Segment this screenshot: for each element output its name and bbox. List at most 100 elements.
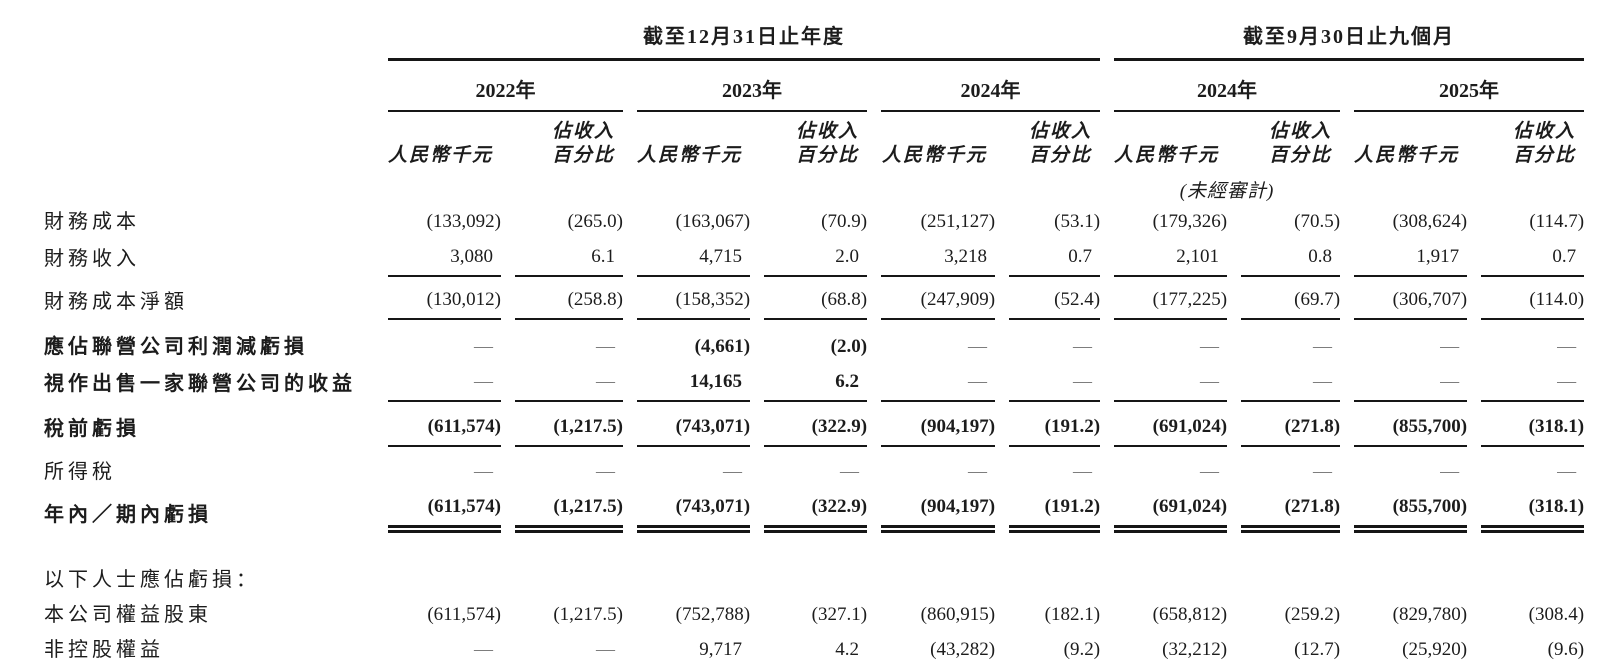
year-header-2024-9m: 2024年 [1114, 61, 1341, 112]
amount-cell: (4,661) [694, 336, 751, 357]
pct-cell: (53.1) [1054, 211, 1101, 232]
period-group-row: 截至12月31日止年度 截至9月30日止九個月 [44, 6, 1585, 61]
row-label: 視作出售一家聯營公司的收益 [44, 373, 356, 395]
header-spacer [44, 112, 374, 172]
pct-cell: (271.8) [1241, 410, 1341, 447]
amount-cell: 14,165 [637, 365, 751, 402]
amount-cell: (904,197) [881, 410, 996, 447]
row-label: 本公司權益股東 [44, 604, 212, 626]
amount-cell: (163,067) [675, 211, 751, 232]
pct-cell: (271.8) [1241, 490, 1341, 533]
col-header-pct: 佔收入 百分比 [796, 121, 860, 166]
amount-cell: — [968, 461, 988, 482]
table-row: 所得稅 — — — — — — — — — — [44, 455, 1584, 490]
amount-cell: (133,092) [426, 211, 502, 232]
row-label: 稅前虧損 [44, 418, 140, 440]
pct-cell: (308.4) [1528, 604, 1585, 625]
pct-cell: 2.0 [764, 240, 868, 277]
header-spacer [44, 6, 374, 61]
row-label: 所得稅 [44, 461, 116, 483]
table-row: 財務成本淨額 (130,012) (258.8) (158,352) (68.8) (24… [44, 283, 1585, 320]
col-header-amount: 人民幣千元 [388, 145, 494, 166]
pct-cell: — [1557, 336, 1577, 357]
period-group-title-fy: 截至12月31日止年度 [388, 6, 1101, 61]
pct-cell: — [1073, 336, 1093, 357]
pct-cell: — [596, 461, 616, 482]
header-spacer [44, 172, 1100, 205]
row-label: 以下人士應佔虧損： [44, 569, 260, 591]
spacer-row [44, 533, 1584, 563]
amount-cell: — [474, 461, 494, 482]
pct-cell: (9.6) [1547, 639, 1585, 660]
pct-cell: 0.8 [1241, 240, 1341, 277]
row-label: 年內／期內虧損 [44, 504, 212, 526]
table-row: 財務成本 (133,092) (265.0) (163,067) (70.9) (251,… [44, 205, 1584, 240]
amount-cell: — [388, 365, 502, 402]
amount-cell: (904,197) [881, 490, 996, 533]
header-spacer [44, 61, 374, 112]
pct-cell: — [1009, 365, 1101, 402]
amount-cell: — [881, 365, 996, 402]
pct-cell: — [840, 461, 860, 482]
row-label: 財務成本 [44, 211, 140, 233]
col-header-pct: 佔收入 百分比 [1029, 121, 1093, 166]
pct-cell: (12.7) [1294, 639, 1341, 660]
pct-cell: (258.8) [515, 283, 624, 320]
amount-cell: (32,212) [1162, 639, 1228, 660]
spacer-row [44, 402, 1584, 410]
pct-cell: (70.5) [1294, 211, 1341, 232]
pct-cell: (318.1) [1481, 490, 1585, 533]
amount-cell: (691,024) [1114, 410, 1228, 447]
financial-summary-table: 截至12月31日止年度 截至9月30日止九個月 2022年 2023年 2024… [30, 6, 1598, 668]
pct-cell: (68.8) [764, 283, 868, 320]
table-row: 本公司權益股東 (611,574) (1,217.5) (752,788) (327.1… [44, 598, 1584, 633]
spacer-row [44, 447, 1584, 455]
amount-cell: (177,225) [1114, 283, 1228, 320]
row-label: 非控股權益 [44, 639, 164, 661]
amount-cell: (25,920) [1402, 639, 1468, 660]
amount-cell: (743,071) [637, 490, 751, 533]
col-header-amount: 人民幣千元 [637, 145, 743, 166]
col-header-pct: 佔收入 百分比 [1269, 121, 1333, 166]
amount-cell: (158,352) [637, 283, 751, 320]
pct-cell: (259.2) [1284, 604, 1341, 625]
amount-cell: — [723, 461, 743, 482]
amount-cell: (691,024) [1114, 490, 1228, 533]
amount-cell: (308,624) [1392, 211, 1468, 232]
amount-cell: (306,707) [1354, 283, 1468, 320]
table-row: 以下人士應佔虧損： [44, 563, 1584, 598]
row-label: 財務收入 [44, 248, 140, 270]
pct-cell: (2.0) [830, 336, 868, 357]
amount-cell: — [1200, 461, 1220, 482]
amount-cell: (251,127) [920, 211, 996, 232]
pct-cell: (52.4) [1009, 283, 1101, 320]
row-label: 應佔聯營公司利潤減虧損 [44, 336, 308, 358]
amount-cell: 4,715 [637, 240, 751, 277]
pct-cell: — [1481, 365, 1585, 402]
amount-cell: (743,071) [637, 410, 751, 447]
amount-cell: — [1114, 365, 1228, 402]
year-header-row: 2022年 2023年 2024年 2024年 2025年 [44, 61, 1585, 112]
amount-cell: 3,080 [388, 240, 502, 277]
pct-cell: 4.2 [835, 639, 860, 660]
amount-cell: — [474, 336, 494, 357]
pct-cell: — [1313, 336, 1333, 357]
amount-cell: (855,700) [1354, 410, 1468, 447]
pct-cell: — [1073, 461, 1093, 482]
pct-cell: (265.0) [567, 211, 624, 232]
unaudited-row: (未經審計) [44, 172, 1584, 205]
col-header-amount: 人民幣千元 [1114, 145, 1220, 166]
year-header-2025-9m: 2025年 [1354, 61, 1585, 112]
table-row: 應佔聯營公司利潤減虧損 — — (4,661) (2.0) — — — — — — [44, 330, 1584, 365]
amount-cell: 9,717 [699, 639, 743, 660]
pct-cell: — [515, 365, 624, 402]
pct-cell: (191.2) [1009, 410, 1101, 447]
pct-cell: (322.9) [764, 410, 868, 447]
pct-cell: (1,217.5) [515, 410, 624, 447]
pct-cell: — [596, 336, 616, 357]
table-row: 年內／期內虧損 (611,574) (1,217.5) (743,071) (322.9… [44, 490, 1585, 533]
unaudited-note: (未經審計) [1179, 181, 1275, 202]
amount-cell: (829,780) [1392, 604, 1468, 625]
amount-cell: (130,012) [388, 283, 502, 320]
col-header-amount: 人民幣千元 [1354, 145, 1460, 166]
